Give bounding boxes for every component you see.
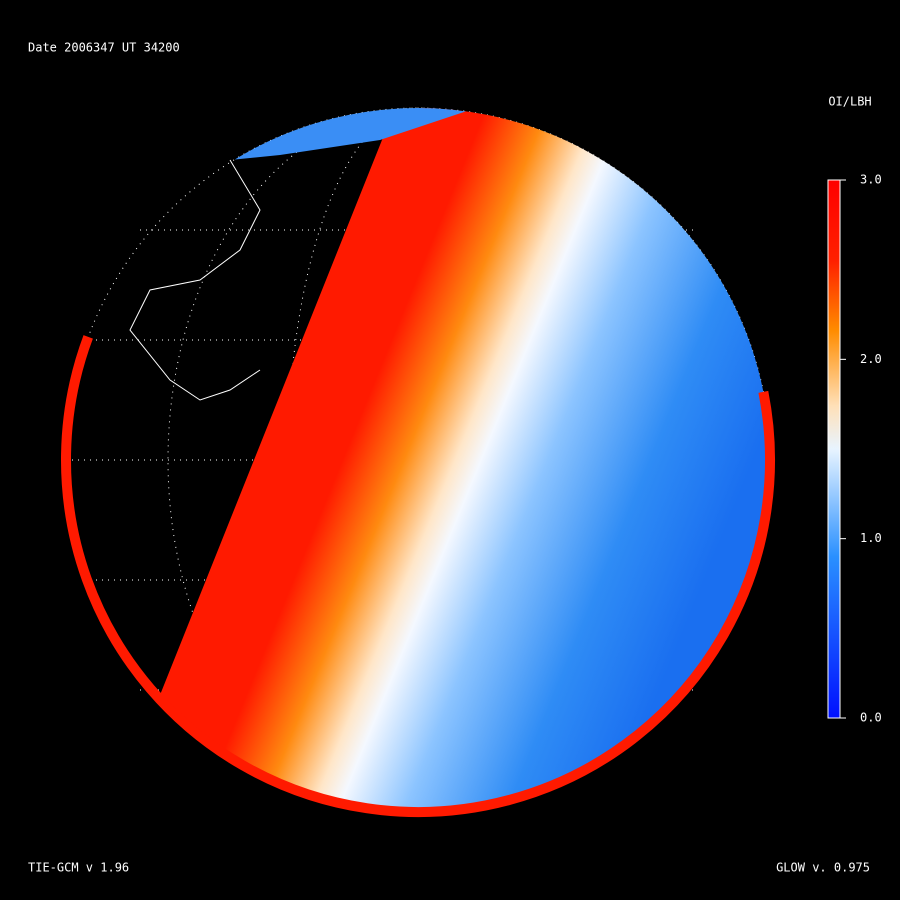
footer-right: GLOW v. 0.975 — [776, 861, 870, 875]
coastline — [129, 159, 261, 401]
colorbar-tick-label: 2.0 — [860, 352, 882, 366]
title: Date 2006347 UT 34200 — [28, 41, 180, 55]
colorbar-tick-label: 0.0 — [860, 711, 882, 725]
dayside — [150, 108, 770, 812]
colorbar-tick-label: 3.0 — [860, 173, 882, 187]
colorbar — [827, 179, 841, 719]
colorbar-tick-label: 1.0 — [860, 531, 882, 545]
colorbar-title: OI/LBH — [828, 95, 871, 109]
footer-left: TIE-GCM v 1.96 — [28, 861, 129, 875]
